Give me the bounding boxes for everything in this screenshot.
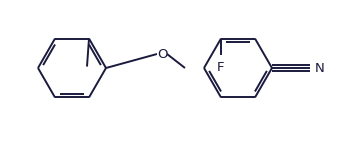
Text: N: N — [315, 61, 325, 75]
Text: F: F — [217, 61, 225, 74]
Text: O: O — [157, 48, 167, 60]
